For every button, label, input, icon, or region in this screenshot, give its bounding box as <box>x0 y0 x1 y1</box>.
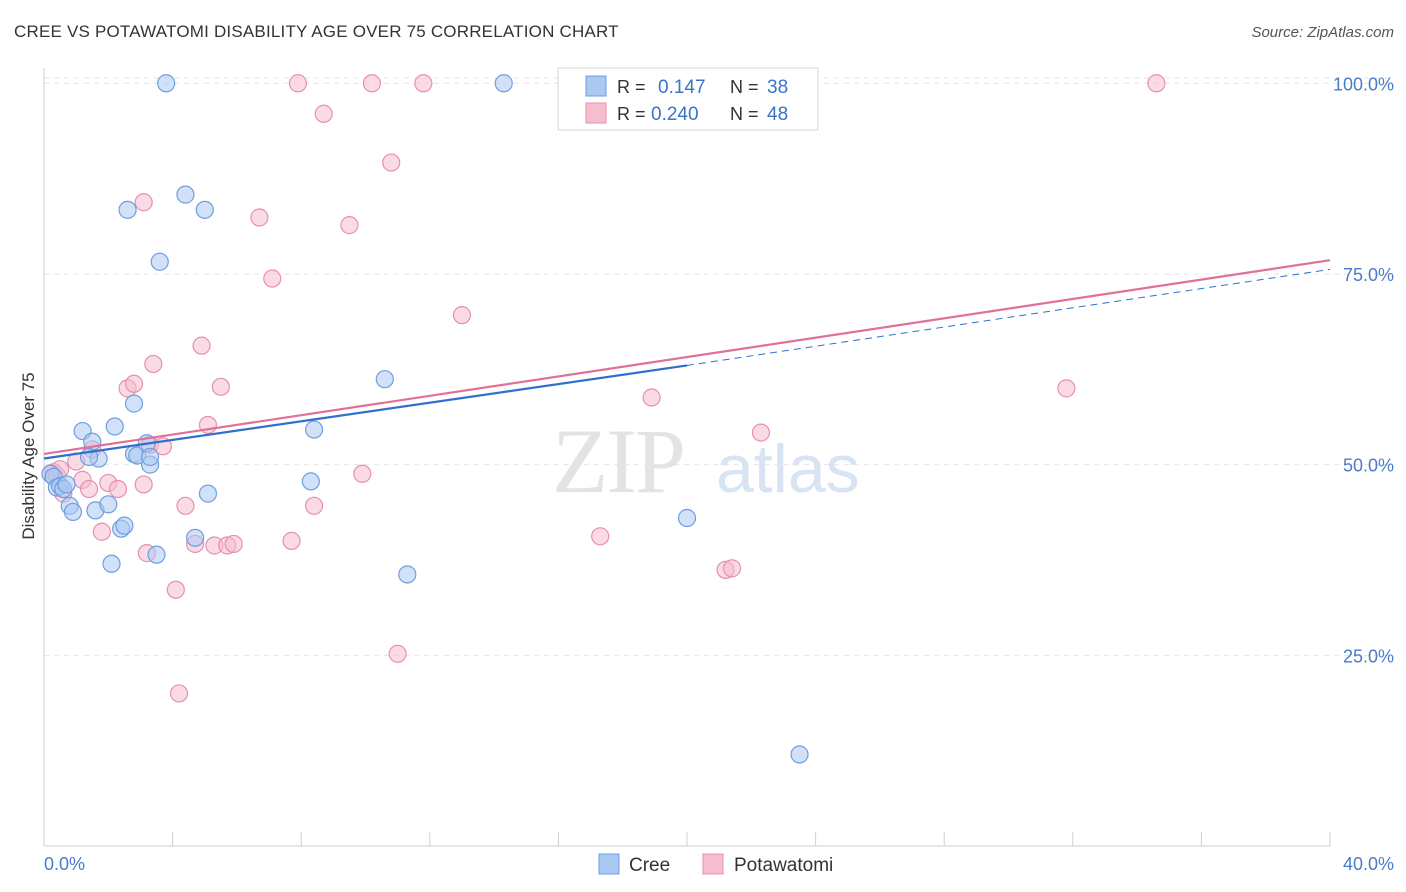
potawatomi-point <box>263 269 282 288</box>
cree-bottom-label: Cree <box>629 855 670 876</box>
potawatomi-point <box>1147 74 1166 93</box>
potawatomi-point <box>340 216 359 235</box>
x-axis-ticks <box>172 832 1331 846</box>
cree-point <box>140 447 160 467</box>
watermark-atlas: atlas <box>716 431 860 507</box>
cree-legend-swatch <box>585 75 607 97</box>
cree-point <box>790 745 809 764</box>
cree-points <box>41 74 809 764</box>
potawatomi-point <box>124 374 144 393</box>
potawatomi-point <box>144 354 163 374</box>
correlation-legend: R = 0.147 N = 38 R = 0.240 N = 48 <box>557 67 819 131</box>
watermark: ZIP atlas <box>552 410 860 512</box>
potawatomi-point <box>751 423 771 442</box>
cree-point <box>301 472 320 491</box>
x-tick-label-max: 40.0% <box>1343 854 1394 874</box>
cree-point <box>375 370 394 389</box>
potawatomi-point <box>304 496 324 515</box>
potawatomi-point <box>414 74 433 93</box>
cree-point <box>494 74 513 93</box>
potawatomi-point <box>382 153 401 172</box>
cree-r-label: R = <box>617 77 646 97</box>
cree-point <box>63 502 83 522</box>
cree-point <box>186 528 205 547</box>
y-axis-label: Disability Age Over 75 <box>19 372 38 539</box>
potawatomi-point <box>452 306 472 325</box>
potawatomi-point <box>134 193 153 212</box>
cree-point <box>124 394 144 413</box>
y-tick-label: 25.0% <box>1343 646 1394 666</box>
potawatomi-point <box>353 464 372 483</box>
cree-r-value: 0.147 <box>658 77 706 98</box>
cree-point <box>102 554 121 573</box>
potawatomi-point <box>314 104 333 123</box>
potawatomi-point <box>92 522 111 541</box>
potawatomi-point <box>362 74 382 93</box>
potawatomi-point <box>192 336 211 355</box>
cree-point <box>118 200 137 219</box>
potawatomi-point <box>250 208 269 227</box>
cree-point <box>677 508 697 528</box>
cree-bottom-swatch <box>598 853 620 875</box>
potawatomi-point <box>642 388 661 407</box>
potawatomi-point <box>288 74 308 93</box>
potawatomi-point <box>169 684 189 703</box>
y-tick-label: 100.0% <box>1333 74 1394 94</box>
potawatomi-bottom-swatch <box>702 853 724 875</box>
cree-point <box>195 200 214 219</box>
watermark-zip: ZIP <box>552 410 684 512</box>
potawatomi-point <box>176 496 195 515</box>
potawatomi-point <box>591 527 610 546</box>
potawatomi-point <box>282 531 301 551</box>
cree-point <box>157 74 176 93</box>
potawatomi-n-value: 48 <box>767 104 788 125</box>
potawatomi-point <box>388 644 407 663</box>
potawatomi-point <box>224 534 243 554</box>
cree-point <box>150 252 169 271</box>
y-tick-label: 75.0% <box>1343 265 1394 285</box>
potawatomi-points <box>44 74 1166 703</box>
y-tick-label: 50.0% <box>1343 456 1394 476</box>
cree-trend-extension <box>686 268 1331 366</box>
cree-point <box>147 545 166 564</box>
cree-point <box>99 495 118 514</box>
y-axis-tick-labels: 25.0% 50.0% 75.0% 100.0% <box>1333 74 1394 666</box>
potawatomi-point <box>108 479 128 499</box>
cree-point <box>57 475 76 494</box>
cree-point <box>398 565 417 584</box>
potawatomi-n-label: N = <box>730 104 759 124</box>
potawatomi-bottom-label: Potawatomi <box>734 855 833 876</box>
potawatomi-legend-swatch <box>585 102 607 124</box>
cree-point <box>198 484 218 503</box>
potawatomi-point <box>134 475 153 494</box>
cree-point <box>176 185 195 204</box>
cree-point <box>304 420 324 439</box>
potawatomi-point <box>1057 379 1076 398</box>
potawatomi-r-value: 0.240 <box>651 104 699 125</box>
potawatomi-point <box>722 559 742 578</box>
cree-trend-line <box>43 364 688 460</box>
cree-n-value: 38 <box>767 77 788 98</box>
cree-point <box>105 417 124 436</box>
source-label: Source: ZipAtlas.com <box>1251 24 1394 41</box>
potawatomi-point <box>211 377 230 396</box>
cree-point <box>115 516 134 535</box>
potawatomi-trend-line <box>43 259 1331 456</box>
x-tick-label-min: 0.0% <box>44 854 85 874</box>
potawatomi-r-label: R = <box>617 104 646 124</box>
potawatomi-point <box>166 580 185 599</box>
series-legend: Cree Potawatomi <box>598 853 833 876</box>
chart-title: CREE VS POTAWATOMI DISABILITY AGE OVER 7… <box>14 22 619 41</box>
trend-lines <box>43 259 1331 460</box>
cree-n-label: N = <box>730 77 759 97</box>
potawatomi-point <box>79 479 99 499</box>
